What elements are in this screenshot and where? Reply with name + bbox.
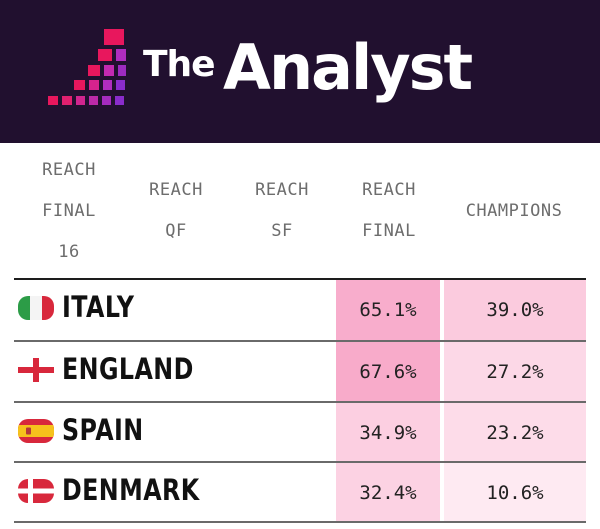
analyst-logo-icon <box>48 29 126 105</box>
reach-final-value: 34.9% <box>336 403 440 463</box>
table-row: SPAIN 34.9% 23.2% <box>14 403 586 463</box>
team-name: ITALY <box>62 290 135 324</box>
table-row: ENGLAND 67.6% 27.2% <box>14 342 586 402</box>
reach-final-value: 67.6% <box>336 342 440 402</box>
table-divider <box>14 521 586 523</box>
column-header-reach-final: REACH FINAL <box>362 180 416 241</box>
table-divider <box>14 461 586 463</box>
team-name: SPAIN <box>62 413 144 447</box>
brand-word-the: The <box>143 44 216 85</box>
spain-flag-icon <box>18 419 54 443</box>
champions-value: 23.2% <box>444 403 586 463</box>
brand-word-analyst: Analyst <box>223 31 473 104</box>
table-divider <box>14 340 586 342</box>
table-row: ITALY 65.1% 39.0% <box>14 280 586 340</box>
column-header-reach-qf: REACH QF <box>149 180 203 241</box>
team-name: DENMARK <box>62 473 200 507</box>
reach-final-value: 32.4% <box>336 463 440 523</box>
probability-table: REACH FINAL 16 REACH QF REACH SF REACH F… <box>14 143 586 523</box>
denmark-flag-icon <box>18 479 54 503</box>
champions-value: 10.6% <box>444 463 586 523</box>
reach-final-value: 65.1% <box>336 280 440 340</box>
column-header-champions: CHAMPIONS <box>465 200 563 221</box>
champions-value: 39.0% <box>444 280 586 340</box>
italy-flag-icon <box>18 296 54 320</box>
champions-value: 27.2% <box>444 342 586 402</box>
column-header-reach-sf: REACH SF <box>255 180 309 241</box>
header-banner: The Analyst <box>0 0 600 143</box>
england-flag-icon <box>18 358 54 382</box>
table-divider <box>14 278 586 280</box>
column-header-reach-final-16: REACH FINAL 16 <box>42 159 96 262</box>
table-divider <box>14 401 586 403</box>
team-name: ENGLAND <box>62 352 194 386</box>
table-row: DENMARK 32.4% 10.6% <box>14 463 586 523</box>
